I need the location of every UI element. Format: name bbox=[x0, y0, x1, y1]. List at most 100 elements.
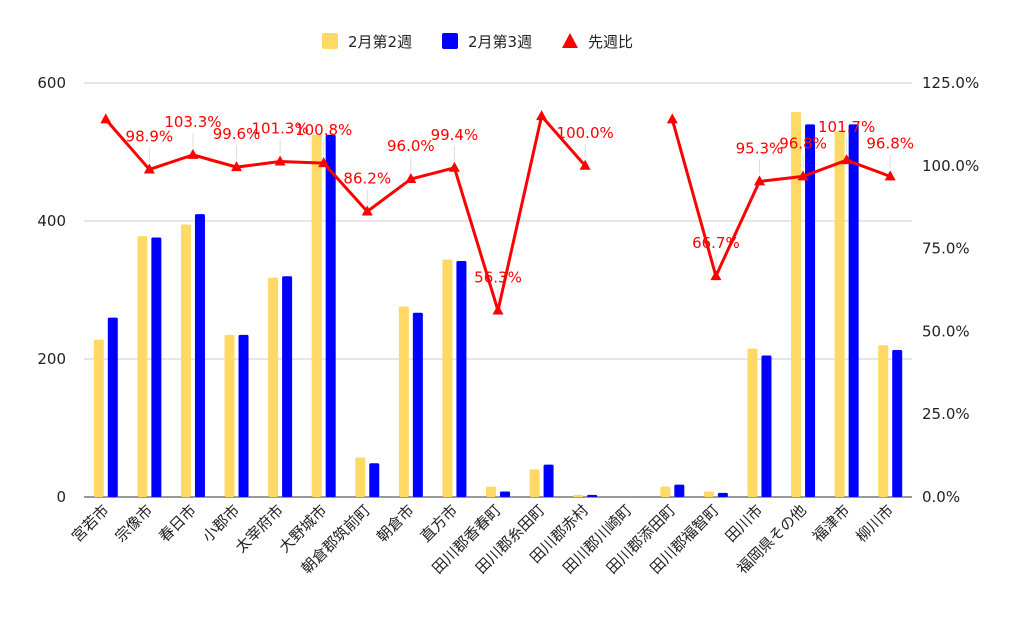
ratio-data-label: 100.8% bbox=[295, 121, 352, 139]
y-left-tick-label: 400 bbox=[37, 212, 66, 230]
legend[interactable]: 2月第2週 2月第3週 先週比 bbox=[322, 33, 633, 51]
ratio-data-label: 95.3% bbox=[736, 139, 784, 157]
y-left-tick-label: 600 bbox=[37, 74, 66, 92]
legend-label: 先週比 bbox=[588, 33, 633, 51]
bar-week2[interactable] bbox=[355, 457, 366, 497]
bar-week3[interactable] bbox=[543, 464, 554, 497]
bar-week2[interactable] bbox=[747, 348, 758, 497]
legend-item-2[interactable]: 2月第3週 bbox=[442, 33, 532, 51]
legend-item-1[interactable]: 2月第2週 bbox=[322, 33, 412, 51]
y-right-tick-label: 50.0% bbox=[922, 322, 970, 340]
y-right-tick-label: 75.0% bbox=[922, 240, 970, 258]
ratio-marker[interactable] bbox=[187, 148, 199, 159]
legend-item-3[interactable]: 先週比 bbox=[562, 33, 633, 51]
bar-week2[interactable] bbox=[573, 494, 584, 497]
ratio-marker[interactable] bbox=[841, 154, 853, 165]
ratio-marker[interactable] bbox=[100, 113, 112, 124]
ratio-data-label: 101.3% bbox=[252, 119, 309, 137]
ratio-marker[interactable] bbox=[492, 304, 504, 315]
x-tick-label: 春日市 bbox=[155, 501, 200, 546]
ratio-marker[interactable] bbox=[318, 157, 330, 168]
ratio-data-label: 101.7% bbox=[818, 118, 875, 136]
bar-week2[interactable] bbox=[703, 491, 714, 497]
y-right-tick-label: 100.0% bbox=[922, 157, 979, 175]
bar-week3[interactable] bbox=[848, 124, 859, 498]
legend-swatch bbox=[442, 33, 458, 49]
bar-week3[interactable] bbox=[587, 494, 598, 497]
legend-swatch bbox=[322, 33, 338, 49]
x-tick-label: 宮若市 bbox=[68, 501, 113, 546]
bar-week3[interactable] bbox=[238, 334, 249, 497]
ratio-marker[interactable] bbox=[710, 270, 722, 281]
bar-week2[interactable] bbox=[834, 131, 845, 498]
ratio-data-label: 103.3% bbox=[164, 113, 221, 131]
bar-week2[interactable] bbox=[311, 134, 322, 497]
ratio-data-label: 99.6% bbox=[213, 125, 261, 143]
bar-week2[interactable] bbox=[224, 334, 235, 497]
bar-week3[interactable] bbox=[282, 276, 293, 497]
x-tick-label: 福津市 bbox=[809, 501, 854, 546]
bar-week2[interactable] bbox=[268, 277, 279, 497]
ratio-marker[interactable] bbox=[753, 175, 765, 186]
bar-week3[interactable] bbox=[194, 214, 205, 497]
bars bbox=[93, 111, 903, 498]
ratio-data-label: 100.0% bbox=[557, 124, 614, 142]
ratio-marker[interactable] bbox=[231, 161, 243, 172]
ratio-data-label: 96.0% bbox=[387, 137, 435, 155]
ratio-line-segment bbox=[104, 114, 587, 313]
bar-week2[interactable] bbox=[93, 339, 104, 497]
bar-week3[interactable] bbox=[325, 134, 336, 497]
legend-triangle-icon bbox=[562, 33, 578, 48]
bar-week2[interactable] bbox=[878, 345, 889, 497]
bar-week3[interactable] bbox=[805, 124, 816, 498]
bar-week3[interactable] bbox=[674, 484, 685, 497]
x-tick-label: 宗像市 bbox=[112, 501, 157, 546]
ratio-marker[interactable] bbox=[884, 170, 896, 181]
ratio-marker[interactable] bbox=[143, 163, 155, 174]
ratio-marker[interactable] bbox=[666, 113, 678, 124]
bar-week2[interactable] bbox=[398, 306, 409, 497]
ratio-line-segment bbox=[670, 119, 891, 278]
y-right-tick-label: 125.0% bbox=[922, 74, 979, 92]
ratio-marker[interactable] bbox=[579, 159, 591, 170]
y-left-tick-label: 200 bbox=[37, 350, 66, 368]
ratio-line bbox=[100, 110, 896, 315]
bar-week3[interactable] bbox=[500, 491, 510, 497]
bar-week2[interactable] bbox=[180, 224, 191, 497]
ratio-data-label: 96.8% bbox=[866, 134, 914, 152]
bar-week3[interactable] bbox=[456, 261, 467, 497]
bar-week2[interactable] bbox=[137, 236, 148, 497]
ratio-data-label: 56.3% bbox=[474, 269, 522, 287]
bar-week3[interactable] bbox=[412, 312, 423, 497]
gridlines bbox=[84, 82, 912, 498]
bar-week2[interactable] bbox=[529, 469, 540, 497]
ratio-data-label: 99.4% bbox=[431, 126, 479, 144]
y-right-tick-label: 0.0% bbox=[922, 488, 960, 506]
bar-week2[interactable] bbox=[660, 486, 671, 497]
ratio-marker[interactable] bbox=[797, 170, 809, 181]
ratio-data-label: 66.7% bbox=[692, 234, 740, 252]
ratio-marker[interactable] bbox=[448, 161, 460, 172]
bar-week2[interactable] bbox=[791, 111, 802, 497]
ratio-data-label: 98.9% bbox=[126, 127, 174, 145]
y-right-tick-label: 25.0% bbox=[922, 405, 970, 423]
bar-week2[interactable] bbox=[486, 486, 496, 497]
legend-label: 2月第2週 bbox=[348, 33, 412, 51]
bar-week3[interactable] bbox=[717, 492, 728, 497]
ratio-data-label: 96.8% bbox=[779, 134, 827, 152]
bar-week2[interactable] bbox=[442, 259, 453, 497]
bar-week3[interactable] bbox=[369, 463, 380, 497]
x-tick-label: 朝倉市 bbox=[373, 501, 418, 546]
ratio-marker[interactable] bbox=[274, 155, 286, 166]
ratio-data-label: 86.2% bbox=[343, 170, 391, 188]
bar-week3[interactable] bbox=[151, 237, 162, 497]
legend-label: 2月第3週 bbox=[468, 33, 532, 51]
ratio-marker[interactable] bbox=[361, 205, 373, 216]
ratio-marker[interactable] bbox=[536, 110, 548, 121]
bar-week3[interactable] bbox=[107, 317, 118, 497]
bar-week3[interactable] bbox=[892, 350, 903, 497]
x-tick-label: 柳川市 bbox=[852, 501, 897, 546]
ratio-marker[interactable] bbox=[405, 173, 417, 184]
bar-week3[interactable] bbox=[761, 355, 772, 497]
